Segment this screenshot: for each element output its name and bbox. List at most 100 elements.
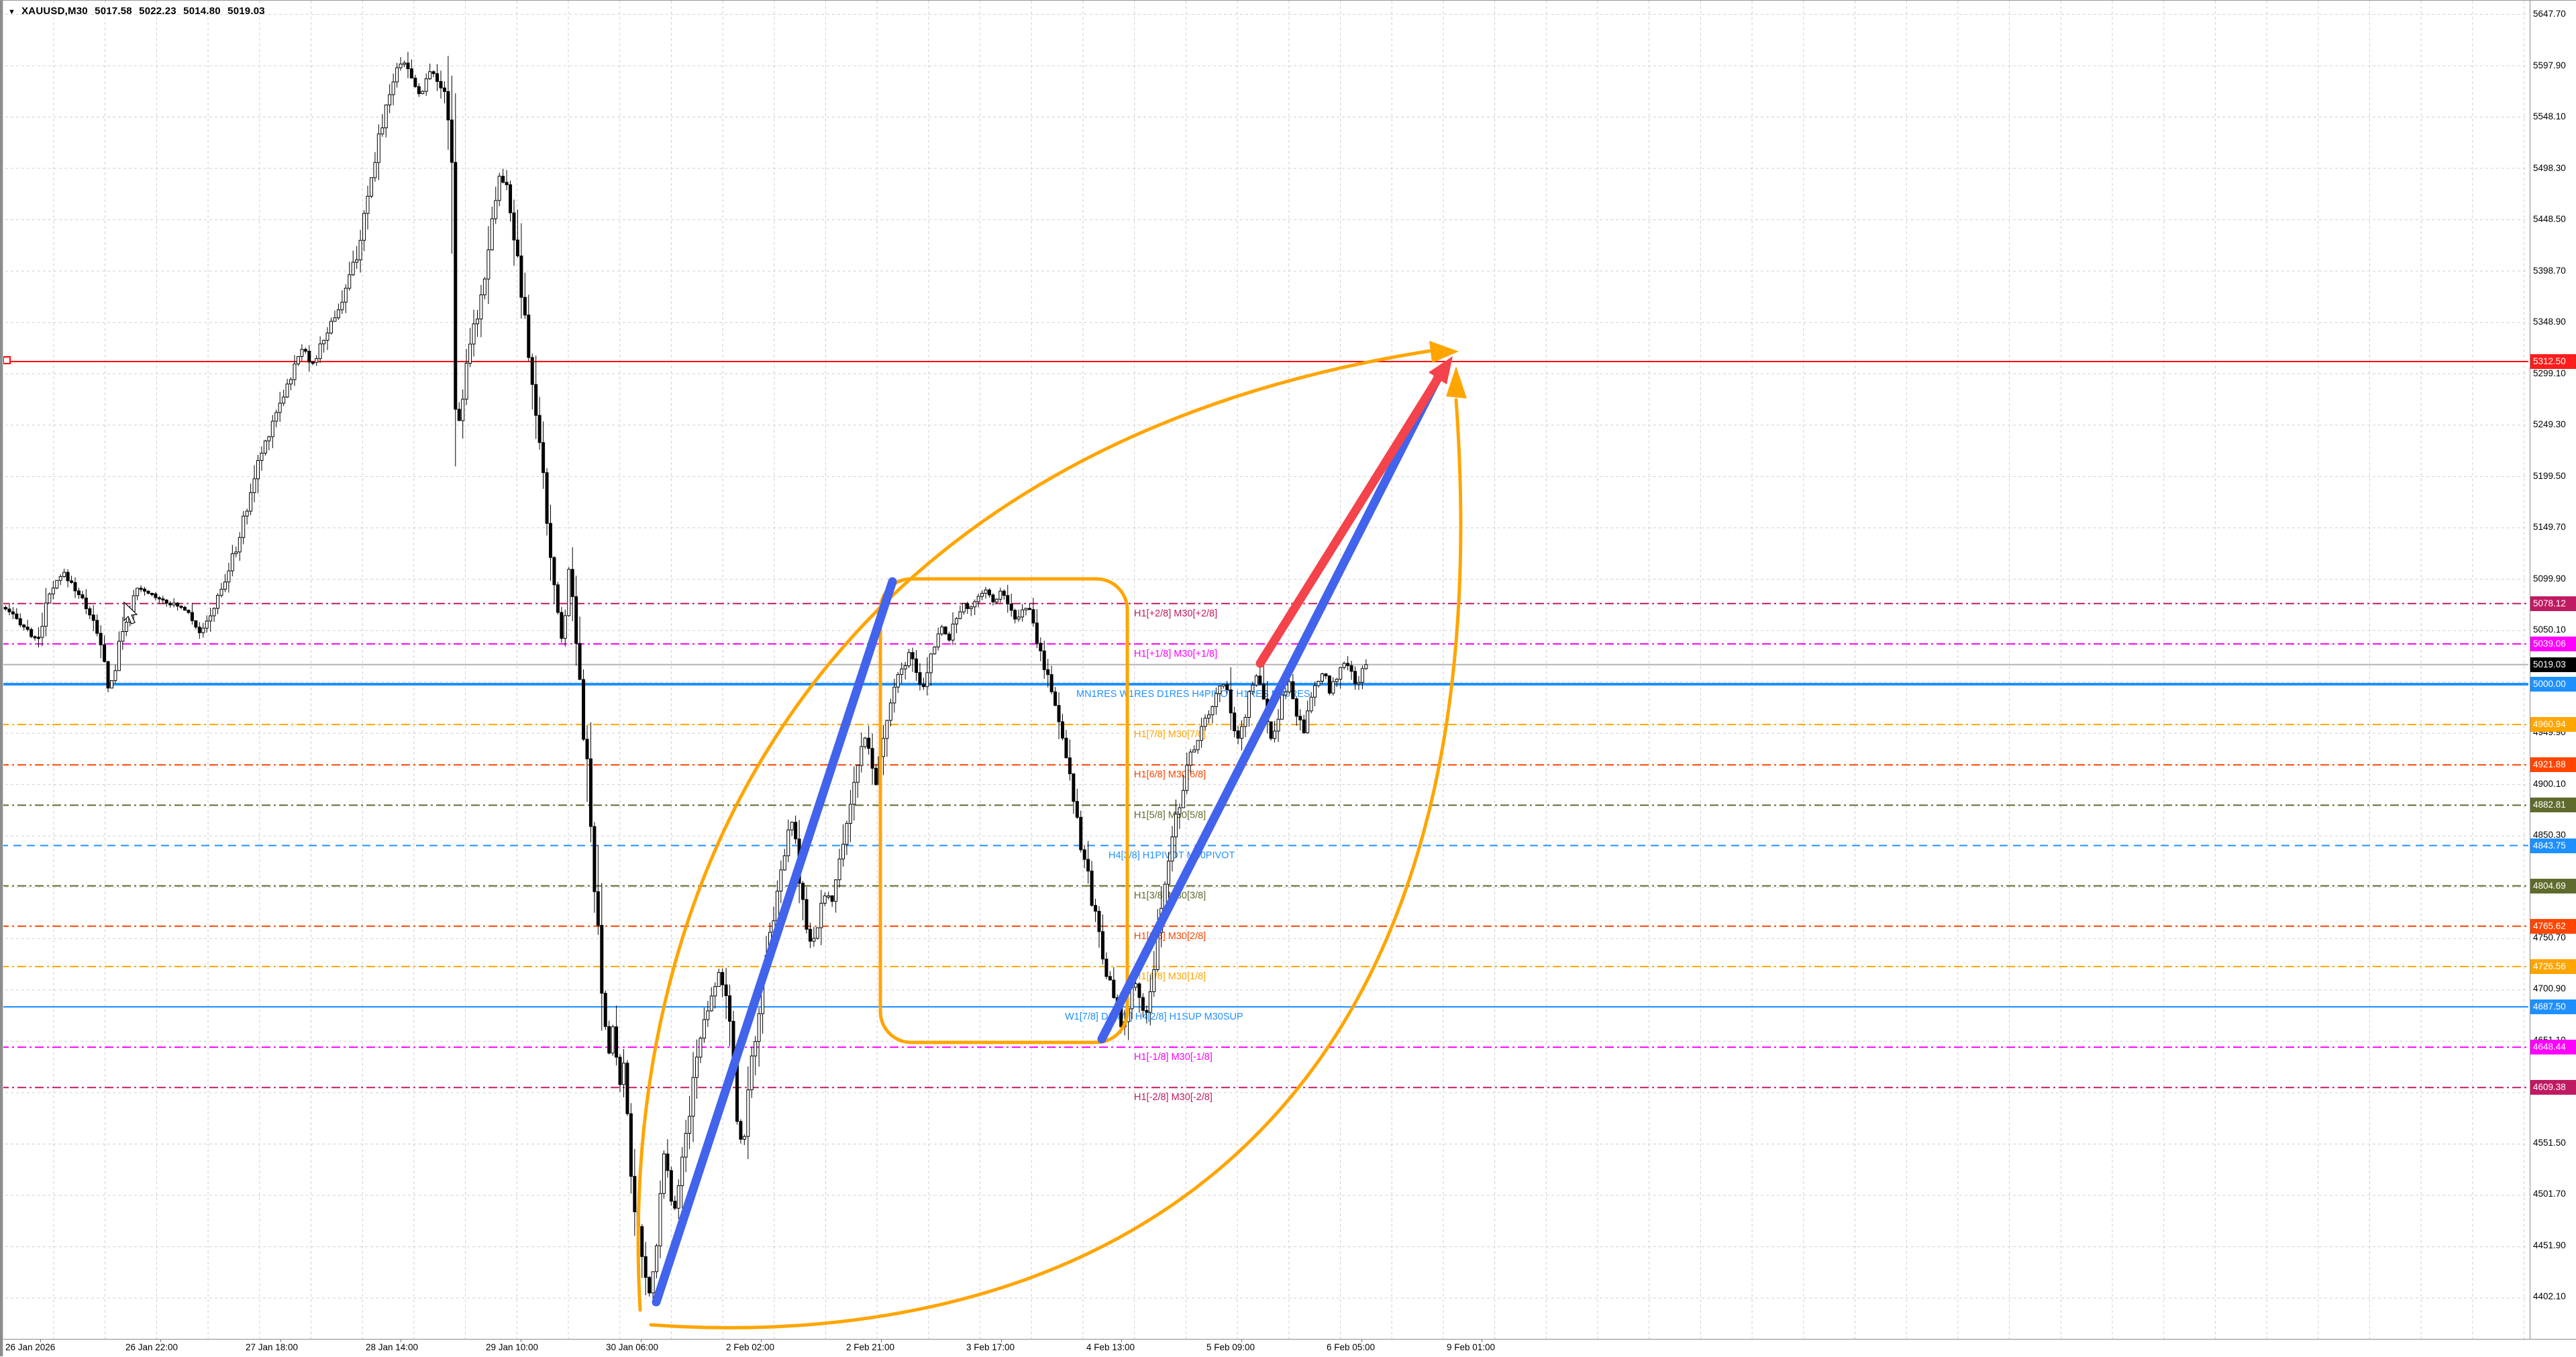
- candle-body: [1061, 721, 1064, 739]
- candle-body: [252, 478, 256, 493]
- candle-body: [1134, 983, 1137, 988]
- candle-body: [512, 212, 516, 241]
- candle-body: [1075, 801, 1079, 818]
- price-badge-4882.81: 4882.81: [2530, 798, 2576, 813]
- candle-body: [837, 859, 841, 881]
- candle-body: [951, 623, 955, 641]
- candle-body: [296, 356, 300, 365]
- price-badge-4765.62: 4765.62: [2530, 918, 2576, 934]
- date-axis-tick: [280, 1340, 281, 1342]
- candle-body: [666, 1153, 670, 1171]
- candle-body: [779, 869, 783, 891]
- candle-body: [187, 610, 191, 613]
- candle-body: [1306, 710, 1310, 733]
- candle-body: [1039, 643, 1043, 651]
- trend-arrow-blue-left[interactable]: [652, 577, 897, 1307]
- candle-body: [1353, 671, 1357, 684]
- candle-body: [1137, 983, 1141, 998]
- candle-body: [476, 319, 479, 325]
- candle-body: [746, 1089, 750, 1137]
- candle-body: [446, 91, 450, 121]
- leaf-arrowhead-right[interactable]: [1429, 341, 1459, 363]
- level-label: H1[+1/8] M30[+1/8]: [1134, 649, 1217, 659]
- candle-body: [1221, 684, 1225, 687]
- candle-body: [1174, 814, 1178, 838]
- hline-handle[interactable]: [3, 356, 11, 364]
- candle-body: [1021, 609, 1025, 618]
- candle-body: [658, 1193, 662, 1246]
- candle-body: [728, 995, 732, 1022]
- candle-body: [300, 349, 304, 357]
- candle-body: [1181, 790, 1185, 808]
- candle-body: [205, 620, 209, 629]
- candle-body: [219, 588, 223, 596]
- candle-body: [267, 436, 271, 441]
- level-label: H1[6/8] M30[6/8]: [1134, 769, 1206, 780]
- candle-body: [51, 588, 55, 595]
- date-axis[interactable]: 26 Jan 2026 26 Jan 22:00 27 Jan 18:00 28 Ja…: [0, 1339, 2576, 1357]
- price-axis-tick: 5199.50: [2533, 471, 2566, 481]
- candle-body: [121, 631, 125, 642]
- candle-body: [688, 1116, 692, 1134]
- candle-body: [669, 1170, 673, 1202]
- candle-body: [1240, 726, 1244, 739]
- price-badge-4648.44: 4648.44: [2530, 1040, 2576, 1055]
- mouse-cursor: [123, 601, 138, 625]
- date-axis-label: 6 Feb 05:00: [1327, 1342, 1376, 1352]
- candle-body: [201, 627, 205, 633]
- candle-body: [73, 582, 77, 592]
- candle-body: [355, 259, 359, 263]
- candle-body: [403, 62, 406, 65]
- candle-body: [249, 492, 253, 512]
- date-axis-label: 3 Feb 17:00: [966, 1342, 1015, 1352]
- candle-body: [230, 553, 234, 572]
- level-label: H1[-2/8] M30[-2/8]: [1134, 1092, 1213, 1103]
- title-low: 5014.80: [183, 5, 221, 17]
- candle-body: [998, 590, 1002, 600]
- leaf-ellipse-upper-arc[interactable]: [636, 349, 1433, 1312]
- candle-body: [289, 379, 293, 384]
- candle-body: [391, 81, 395, 95]
- candle-body: [907, 652, 911, 667]
- candle-body: [1203, 718, 1207, 727]
- candle-body: [984, 589, 988, 594]
- candle-body: [11, 611, 15, 614]
- candle-body: [1079, 816, 1083, 851]
- candle-body: [980, 592, 984, 597]
- trend-arrow-red[interactable]: [1255, 374, 1443, 668]
- candle-body: [197, 627, 201, 633]
- candle-body: [30, 629, 34, 637]
- price-axis[interactable]: 5647.70 5597.90 5548.10 5498.30 5448.50 5398.…: [2530, 1, 2576, 1339]
- symbol-dropdown-icon[interactable]: ▼: [8, 8, 16, 16]
- leaf-arrowhead-up[interactable]: [1446, 366, 1467, 398]
- candle-body: [709, 995, 713, 1012]
- candle-body: [143, 588, 147, 592]
- candle-body: [1141, 997, 1145, 1011]
- candle-body: [918, 672, 922, 685]
- candle-body: [582, 679, 586, 740]
- candle-body: [336, 309, 340, 319]
- rounded-rect-annotation[interactable]: [878, 577, 1129, 1044]
- candle-body: [757, 1013, 761, 1042]
- candle-body: [1214, 693, 1218, 708]
- candle-body: [1251, 684, 1255, 692]
- trend-arrow-blue-right[interactable]: [1097, 364, 1447, 1044]
- candle-body: [157, 597, 161, 600]
- candle-body: [655, 1245, 659, 1272]
- trend-arrow-red-head[interactable]: [1429, 356, 1453, 384]
- candle-body: [515, 239, 519, 257]
- candle-body: [888, 702, 892, 721]
- candle-body: [55, 580, 59, 589]
- price-chart-plot[interactable]: H1[+2/8] M30[+2/8]H1[+1/8] M30[+1/8]MN1R…: [0, 1, 2530, 1339]
- candle-body: [936, 633, 940, 648]
- candle-body: [15, 613, 19, 619]
- candle-body: [1185, 765, 1189, 791]
- candle-body: [578, 643, 582, 680]
- window-frame-edge: [0, 1, 3, 1356]
- candle-body: [1094, 905, 1098, 912]
- candle-body: [717, 972, 721, 987]
- date-axis-label: 27 Jan 18:00: [246, 1342, 299, 1352]
- leaf-ellipse-lower-arc[interactable]: [649, 398, 1463, 1329]
- candle-body: [537, 415, 542, 443]
- candle-body: [567, 569, 571, 616]
